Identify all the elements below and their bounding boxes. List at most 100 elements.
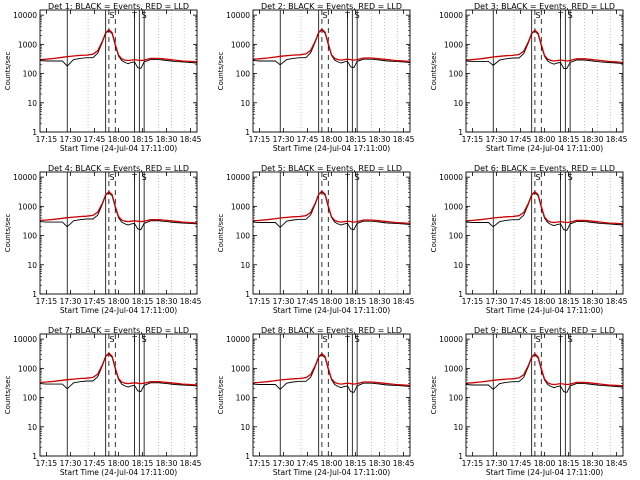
series-line-events xyxy=(39,29,198,69)
x-tick-label: 17:45 xyxy=(297,135,319,144)
event-marker-label: S xyxy=(536,335,541,344)
plot-frame xyxy=(465,333,624,457)
x-tick-label: 18:15 xyxy=(345,297,367,306)
event-marker-label: S xyxy=(142,11,147,20)
event-marker-label: T xyxy=(344,173,350,182)
y-tick-label: 10000 xyxy=(13,335,37,344)
x-tick-label: 17:30 xyxy=(273,459,295,468)
x-axis-label: Start Time (24-Jul-04 17:11:00) xyxy=(60,468,177,477)
x-tick-label: 17:45 xyxy=(510,459,532,468)
y-tick-label: 100 xyxy=(236,232,251,241)
event-marker-label: S xyxy=(142,173,147,182)
y-tick-label: 10 xyxy=(240,99,250,108)
y-tick-label: 10000 xyxy=(226,335,250,344)
event-marker-label: S xyxy=(536,173,541,182)
event-marker-label: S xyxy=(536,11,541,20)
y-tick-label: 1 xyxy=(245,290,250,299)
plot-frame xyxy=(252,9,411,133)
chart-panel-det-5: 1 10 100 1000 10000 17:15 17:30 17:45 18:00 18:15… xyxy=(217,164,415,315)
series-line-events xyxy=(465,30,624,69)
event-marker-label: T xyxy=(557,11,563,20)
x-tick-label: 18:45 xyxy=(393,459,415,468)
series-line-events xyxy=(252,191,411,231)
y-tick-label: 10000 xyxy=(439,173,463,182)
chart-panel-det-3: 1 10 100 1000 10000 17:15 17:30 17:45 18:00 18:15… xyxy=(430,2,628,153)
y-tick-label: 1000 xyxy=(444,364,463,373)
y-tick-label: 1 xyxy=(458,128,463,137)
event-marker-label: S xyxy=(355,173,360,182)
x-tick-label: 18:15 xyxy=(558,135,580,144)
x-tick-label: 18:30 xyxy=(369,459,391,468)
x-axis-label: Start Time (24-Jul-04 17:11:00) xyxy=(60,306,177,315)
x-tick-label: 18:30 xyxy=(156,297,178,306)
y-tick-label: 100 xyxy=(449,70,464,79)
y-tick-label: 1000 xyxy=(231,364,250,373)
x-tick-label: 18:00 xyxy=(108,459,130,468)
y-tick-label: 1000 xyxy=(18,40,37,49)
chart-title: Det 5: BLACK = Events, RED = LLD xyxy=(261,164,402,173)
x-tick-label: 18:00 xyxy=(534,135,556,144)
x-tick-label: 18:00 xyxy=(321,297,343,306)
x-tick-label: 18:30 xyxy=(582,459,604,468)
y-tick-label: 1 xyxy=(245,452,250,461)
x-tick-label: 17:15 xyxy=(36,459,58,468)
series-line-events xyxy=(252,353,411,393)
y-tick-label: 100 xyxy=(236,394,251,403)
x-axis-label: Start Time (24-Jul-04 17:11:00) xyxy=(60,144,177,153)
x-tick-label: 18:45 xyxy=(393,135,415,144)
x-tick-label: 18:00 xyxy=(108,297,130,306)
x-tick-label: 17:45 xyxy=(84,297,106,306)
x-tick-label: 17:45 xyxy=(510,135,532,144)
x-tick-label: 17:30 xyxy=(273,135,295,144)
x-tick-label: 18:15 xyxy=(558,297,580,306)
x-tick-label: 18:45 xyxy=(180,135,202,144)
y-tick-label: 1 xyxy=(245,128,250,137)
chart-panel-det-2: 1 10 100 1000 10000 17:15 17:30 17:45 18:00 18:15… xyxy=(217,2,415,153)
y-tick-label: 10 xyxy=(27,423,37,432)
event-marker-label: T xyxy=(131,11,137,20)
x-tick-label: 18:45 xyxy=(180,297,202,306)
x-tick-label: 18:30 xyxy=(156,459,178,468)
x-axis-label: Start Time (24-Jul-04 17:11:00) xyxy=(273,468,390,477)
series-line-lld xyxy=(252,28,411,63)
chart-panel-det-7: 1 10 100 1000 10000 17:15 17:30 17:45 18:00 18:15… xyxy=(4,326,202,477)
x-tick-label: 17:45 xyxy=(297,459,319,468)
event-marker-label: T xyxy=(131,335,137,344)
y-axis-label: Counts/sec xyxy=(4,376,12,415)
y-tick-label: 10000 xyxy=(226,11,250,20)
y-tick-label: 10000 xyxy=(226,173,250,182)
y-tick-label: 10 xyxy=(240,261,250,270)
y-tick-label: 1000 xyxy=(444,202,463,211)
x-tick-label: 18:00 xyxy=(534,297,556,306)
x-tick-label: 17:15 xyxy=(249,297,271,306)
y-tick-label: 1 xyxy=(32,290,37,299)
x-tick-label: 18:30 xyxy=(582,297,604,306)
x-tick-label: 17:15 xyxy=(36,297,58,306)
x-tick-label: 17:30 xyxy=(486,297,508,306)
y-tick-label: 10 xyxy=(453,99,463,108)
y-axis-label: Counts/sec xyxy=(430,52,438,91)
y-tick-label: 1000 xyxy=(18,202,37,211)
series-line-lld xyxy=(465,352,624,387)
y-axis-label: Counts/sec xyxy=(217,214,225,253)
y-tick-label: 1000 xyxy=(231,40,250,49)
series-line-lld xyxy=(39,190,198,224)
event-marker-label: S xyxy=(568,335,573,344)
y-tick-label: 10000 xyxy=(439,11,463,20)
x-tick-label: 17:30 xyxy=(486,135,508,144)
y-tick-label: 100 xyxy=(449,232,464,241)
x-tick-label: 18:45 xyxy=(606,459,628,468)
chart-title: Det 2: BLACK = Events, RED = LLD xyxy=(261,2,402,11)
event-marker-label: T xyxy=(344,11,350,20)
x-tick-label: 17:30 xyxy=(486,459,508,468)
plot-frame xyxy=(252,171,411,295)
event-marker-label: S xyxy=(355,335,360,344)
chart-title: Det 6: BLACK = Events, RED = LLD xyxy=(474,164,615,173)
event-marker-label: S xyxy=(110,335,115,344)
x-tick-label: 17:15 xyxy=(249,459,271,468)
x-tick-label: 18:45 xyxy=(180,459,202,468)
plot-frame xyxy=(39,9,198,133)
x-tick-label: 17:15 xyxy=(249,135,271,144)
y-tick-label: 10000 xyxy=(13,11,37,20)
chart-title: Det 4: BLACK = Events, RED = LLD xyxy=(48,164,189,173)
